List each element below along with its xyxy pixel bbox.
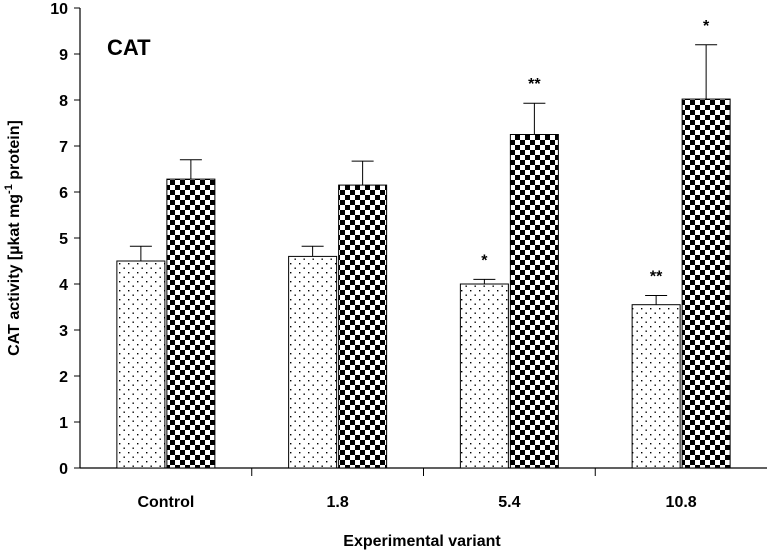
bar-dotted (288, 255, 338, 469)
chart-title: CAT (107, 35, 151, 60)
y-axis-title-main: CAT activity [µkat mg (6, 194, 23, 356)
y-tick-label: 6 (59, 185, 68, 202)
y-tick-label: 0 (59, 461, 68, 478)
y-axis-title: CAT activity [µkat mg-1 protein] (3, 120, 23, 356)
significance-label: ** (528, 76, 541, 93)
x-tick-label: 10.8 (666, 494, 697, 511)
bar-checkered (166, 178, 216, 469)
y-tick-label: 1 (59, 415, 68, 432)
bars (116, 44, 731, 469)
significance-label: ** (650, 269, 663, 286)
x-tick-label: Control (137, 494, 194, 511)
bar-dotted (631, 304, 681, 469)
y-tick-label: 4 (59, 277, 68, 294)
significance-label: * (481, 252, 488, 269)
bar-dotted (116, 260, 166, 469)
y-tick-label: 3 (59, 323, 68, 340)
y-tick-label: 5 (59, 231, 68, 248)
x-tick-label: 1.8 (327, 494, 349, 511)
significance-label: * (703, 18, 710, 35)
bar-checkered (338, 184, 388, 469)
bar-dotted (459, 283, 509, 469)
y-axis-title-superscript: -1 (3, 184, 15, 194)
y-tick-label: 7 (59, 139, 68, 156)
x-axis-title: Experimental variant (343, 533, 501, 550)
bar-checkered (509, 134, 559, 469)
y-tick-label: 2 (59, 369, 68, 386)
y-tick-label: 9 (59, 47, 68, 64)
y-tick-label: 10 (50, 1, 68, 18)
bar-checkered (681, 98, 731, 469)
x-tick-label: 5.4 (498, 494, 520, 511)
y-axis-title-suffix: protein] (6, 120, 23, 184)
y-tick-label: 8 (59, 93, 68, 110)
